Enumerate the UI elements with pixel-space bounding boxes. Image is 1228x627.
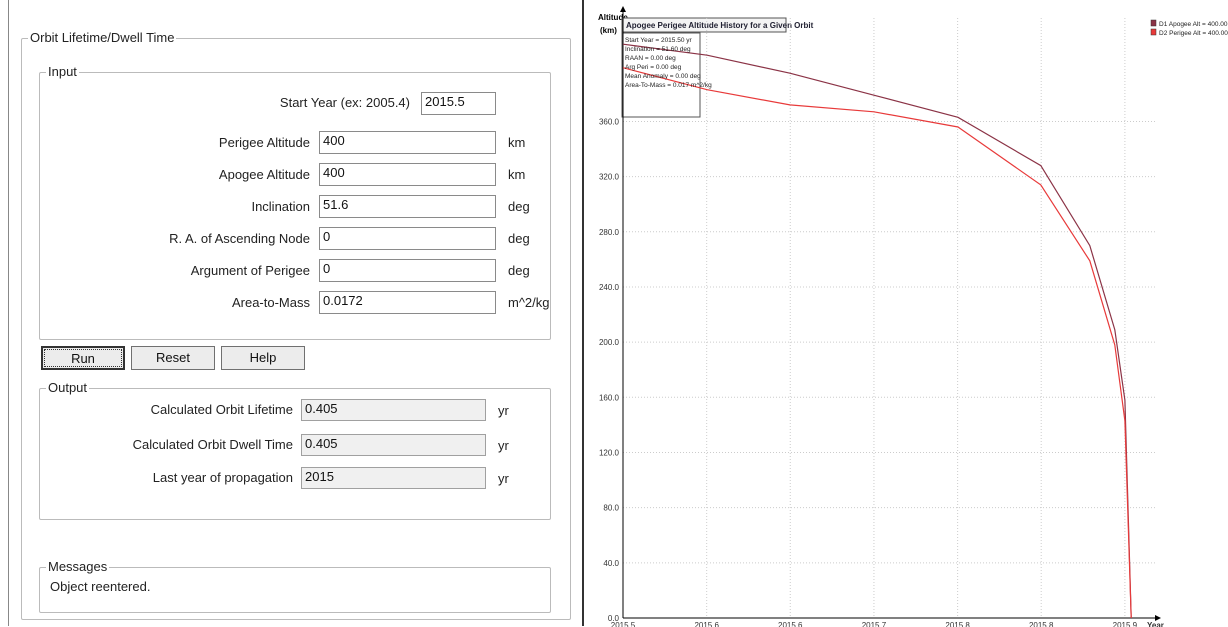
legend-label: D1 Apogee Alt = 400.00 k [1159, 21, 1228, 28]
group-title: Output [46, 380, 90, 395]
output-value: 2015 [301, 467, 486, 489]
field-input[interactable]: 0 [319, 259, 496, 282]
output-label: Last year of propagation [152, 470, 293, 485]
output-label: Calculated Orbit Dwell Time [132, 437, 293, 452]
info-line: Inclination = 51.60 deg [625, 46, 691, 53]
field-input[interactable]: 0 [319, 227, 496, 250]
legend-label: D2 Perigee Alt = 400.00 k [1159, 30, 1228, 37]
field-input[interactable]: 400 [319, 131, 496, 154]
output-unit: yr [498, 438, 509, 453]
output-unit: yr [498, 403, 509, 418]
field-unit: km [508, 135, 526, 150]
dialog-panel: Orbit Lifetime/Dwell Time Input Output M… [8, 0, 584, 626]
field-unit: deg [508, 199, 530, 214]
field-label: Argument of Perigee [190, 263, 310, 278]
y-tick-label: 0.0 [608, 614, 620, 623]
field-label: Area-to-Mass [231, 295, 310, 310]
x-tick-label: 2015.6 [778, 621, 803, 627]
y-tick-label: 80.0 [603, 504, 619, 513]
y-axis-label: (km) [600, 26, 617, 35]
x-tick-label: 2015.8 [945, 621, 970, 627]
y-tick-label: 280.0 [599, 228, 620, 237]
field-unit: deg [508, 231, 530, 246]
info-line: Arg Peri = 0.00 deg [625, 64, 682, 71]
y-tick-label: 40.0 [603, 559, 619, 568]
chart: Altitude (km) Apogee Perigee Altitude Hi… [588, 0, 1228, 627]
x-axis-label: Year [1147, 621, 1164, 627]
info-line: RAAN = 0.00 deg [625, 55, 676, 62]
field-unit: km [508, 167, 526, 182]
info-line: Area-To-Mass = 0.017 m^2/kg [625, 82, 712, 89]
run-button[interactable]: Run [41, 346, 125, 370]
y-tick-label: 160.0 [599, 393, 620, 402]
output-unit: yr [498, 471, 509, 486]
field-input[interactable]: 400 [319, 163, 496, 186]
info-box [621, 32, 701, 118]
y-axis-label: Altitude [598, 13, 628, 22]
group-title: Messages [46, 559, 110, 574]
help-button[interactable]: Help [221, 346, 305, 370]
info-line: Mean Anomaly = 0.00 deg [625, 73, 701, 80]
input-group: Input [39, 64, 551, 340]
field-label: Apogee Altitude [218, 167, 310, 182]
field-unit: m^2/kg [508, 295, 550, 310]
output-group: Output [39, 380, 551, 520]
series-line [622, 67, 1132, 619]
field-input[interactable]: 2015.5 [421, 92, 496, 115]
message-text: Object reentered. [50, 579, 151, 594]
legend-swatch [1150, 28, 1157, 36]
info-line: Start Year = 2015.50 yr [625, 37, 693, 44]
field-label: Perigee Altitude [218, 135, 310, 150]
y-tick-label: 200.0 [599, 338, 620, 347]
series-line [622, 43, 1132, 619]
group-title: Orbit Lifetime/Dwell Time [28, 30, 177, 45]
x-tick-label: 2015.8 [1029, 621, 1054, 627]
field-label: R. A. of Ascending Node [169, 231, 310, 246]
output-label: Calculated Orbit Lifetime [150, 402, 293, 417]
axis-arrow [620, 6, 626, 12]
y-tick-label: 120.0 [599, 448, 620, 457]
y-tick-label: 360.0 [599, 117, 620, 126]
field-label: Inclination [251, 199, 310, 214]
x-tick-label: 2015.5 [611, 621, 636, 627]
x-tick-label: 2015.6 [694, 621, 719, 627]
output-value: 0.405 [301, 434, 486, 456]
field-input[interactable]: 51.6 [319, 195, 496, 218]
field-unit: deg [508, 263, 530, 278]
axis-arrow [1155, 615, 1161, 621]
output-value: 0.405 [301, 399, 486, 421]
x-tick-label: 2015.9 [1113, 621, 1138, 627]
group-title: Input [46, 64, 79, 79]
title-box [621, 17, 787, 33]
field-label: Start Year (ex: 2005.4) [279, 95, 410, 110]
reset-button[interactable]: Reset [131, 346, 215, 370]
legend-swatch [1150, 19, 1157, 27]
x-tick-label: 2015.7 [862, 621, 887, 627]
chart-title: Apogee Perigee Altitude History for a Gi… [626, 21, 814, 30]
messages-group: Messages Object reentered. [39, 559, 551, 613]
lifetime-group: Orbit Lifetime/Dwell Time [21, 30, 571, 620]
field-input[interactable]: 0.0172 [319, 291, 496, 314]
y-tick-label: 240.0 [599, 283, 620, 292]
y-tick-label: 320.0 [599, 173, 620, 182]
